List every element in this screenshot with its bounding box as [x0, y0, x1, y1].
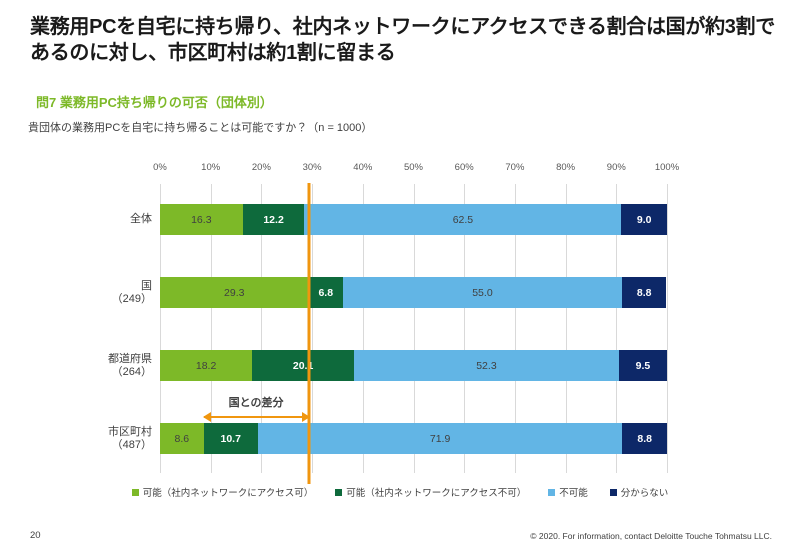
gridline: [160, 184, 161, 473]
bar-segment: 10.7: [203, 423, 258, 454]
gridline: [261, 184, 263, 473]
bar-segment: 52.3: [353, 350, 619, 381]
bar-segment: 20.1: [252, 350, 354, 381]
page-title-line2: あるのに対し、市区町村は約1割に留まる: [30, 42, 396, 64]
bar-segment: 55.0: [343, 277, 622, 308]
gridline: [362, 184, 364, 473]
x-axis: 0% 10% 20% 30% 40% 50% 60% 70% 80% 90% 100%: [153, 162, 679, 174]
x-axis-tick-label: 60%: [454, 162, 474, 173]
category-label: 市区町村 （487）: [108, 425, 152, 451]
bar-segment: 9.0: [621, 204, 667, 235]
category-label: 国（249）: [111, 279, 152, 305]
category-label: 都道府県 （264）: [108, 352, 152, 378]
reference-line: [307, 183, 311, 484]
table-row: 8.6 10.7 71.9 8.8: [160, 423, 667, 454]
bar-segment: 8.8: [622, 423, 667, 454]
x-axis-tick-label: 80%: [556, 162, 576, 173]
plot-area: 16.3 12.2 62.5 9.0 29.3 6.8 55.0 8.8 18.2 20.1 52.…: [160, 183, 668, 484]
legend-label: 不可能: [559, 488, 588, 499]
gridline: [616, 184, 618, 473]
x-axis-tick-label: 70%: [505, 162, 525, 173]
bar-segment: 29.3: [160, 277, 309, 308]
legend-swatch: [609, 488, 617, 496]
legend-item: 分からない: [609, 485, 669, 499]
bar-segment: 8.8: [621, 277, 667, 308]
table-row: 16.3 12.2 62.5 9.0: [160, 204, 667, 235]
bar-segment: 62.5: [304, 204, 622, 235]
legend-swatch: [131, 488, 139, 496]
gridline: [210, 184, 212, 473]
survey-question: 貴団体の業務用PCを自宅に持ち帰ることは可能ですか？（n = 1000）: [28, 122, 373, 134]
x-axis-tick-label: 30%: [302, 162, 322, 173]
bar-segment: 18.2: [160, 350, 253, 381]
legend-label: 可能（社内ネットワークにアクセス可）: [142, 488, 314, 499]
copyright-notice: © 2020. For information, contact Deloitt…: [530, 531, 772, 541]
x-axis-tick-label: 40%: [353, 162, 373, 173]
category-label: 全体: [130, 213, 152, 225]
legend-item: 可能（社内ネットワークにアクセス可）: [131, 485, 314, 499]
gridline: [514, 184, 516, 473]
gridline: [312, 184, 314, 473]
bar-segment: 16.3: [160, 204, 243, 235]
gridline: [667, 184, 668, 473]
bar-segment: 8.6: [160, 423, 204, 454]
diff-annotation-arrow: [202, 412, 310, 422]
gridline: [413, 184, 415, 473]
x-axis-tick-label: 20%: [251, 162, 271, 173]
x-axis-tick-label: 100%: [654, 162, 680, 173]
x-axis-tick-label: 50%: [403, 162, 424, 173]
bar-segment: 6.8: [308, 277, 344, 308]
gridline: [464, 184, 466, 473]
page-number: 20: [30, 530, 41, 541]
x-axis-tick-label: 90%: [606, 162, 626, 173]
x-axis-tick-label: 10%: [201, 162, 221, 173]
bar-segment: 71.9: [257, 423, 623, 454]
section-heading: 問7 業務用PC持ち帰りの可否（団体別）: [36, 95, 273, 110]
page-title: 業務用PCを自宅に持ち帰り、社内ネットワークにアクセスできる割合は国が約3割で …: [30, 14, 780, 66]
table-row: 18.2 20.1 52.3 9.5: [160, 350, 667, 381]
bar-segment: 12.2: [242, 204, 305, 235]
legend-swatch: [548, 488, 556, 496]
bar-segment: 9.5: [618, 350, 667, 381]
page-title-line1: 業務用PCを自宅に持ち帰り、社内ネットワークにアクセスできる割合は国が約3割で: [30, 16, 776, 38]
legend: 可能（社内ネットワークにアクセス可） 可能（社内ネットワークにアクセス不可） 不可能…: [0, 485, 800, 499]
gridline: [565, 184, 567, 473]
legend-swatch: [335, 488, 343, 496]
x-axis-tick-label: 0%: [153, 162, 167, 173]
table-row: 29.3 6.8 55.0 8.8: [160, 277, 667, 308]
legend-item: 可能（社内ネットワークにアクセス不可）: [335, 485, 526, 499]
chart: 0% 10% 20% 30% 40% 50% 60% 70% 80% 90% 100% 16.3 12…: [0, 160, 800, 516]
legend-label: 分からない: [620, 488, 669, 499]
legend-item: 不可能: [548, 485, 588, 499]
diff-annotation-label: 国との差分: [228, 397, 284, 409]
legend-label: 可能（社内ネットワークにアクセス不可）: [346, 488, 527, 499]
